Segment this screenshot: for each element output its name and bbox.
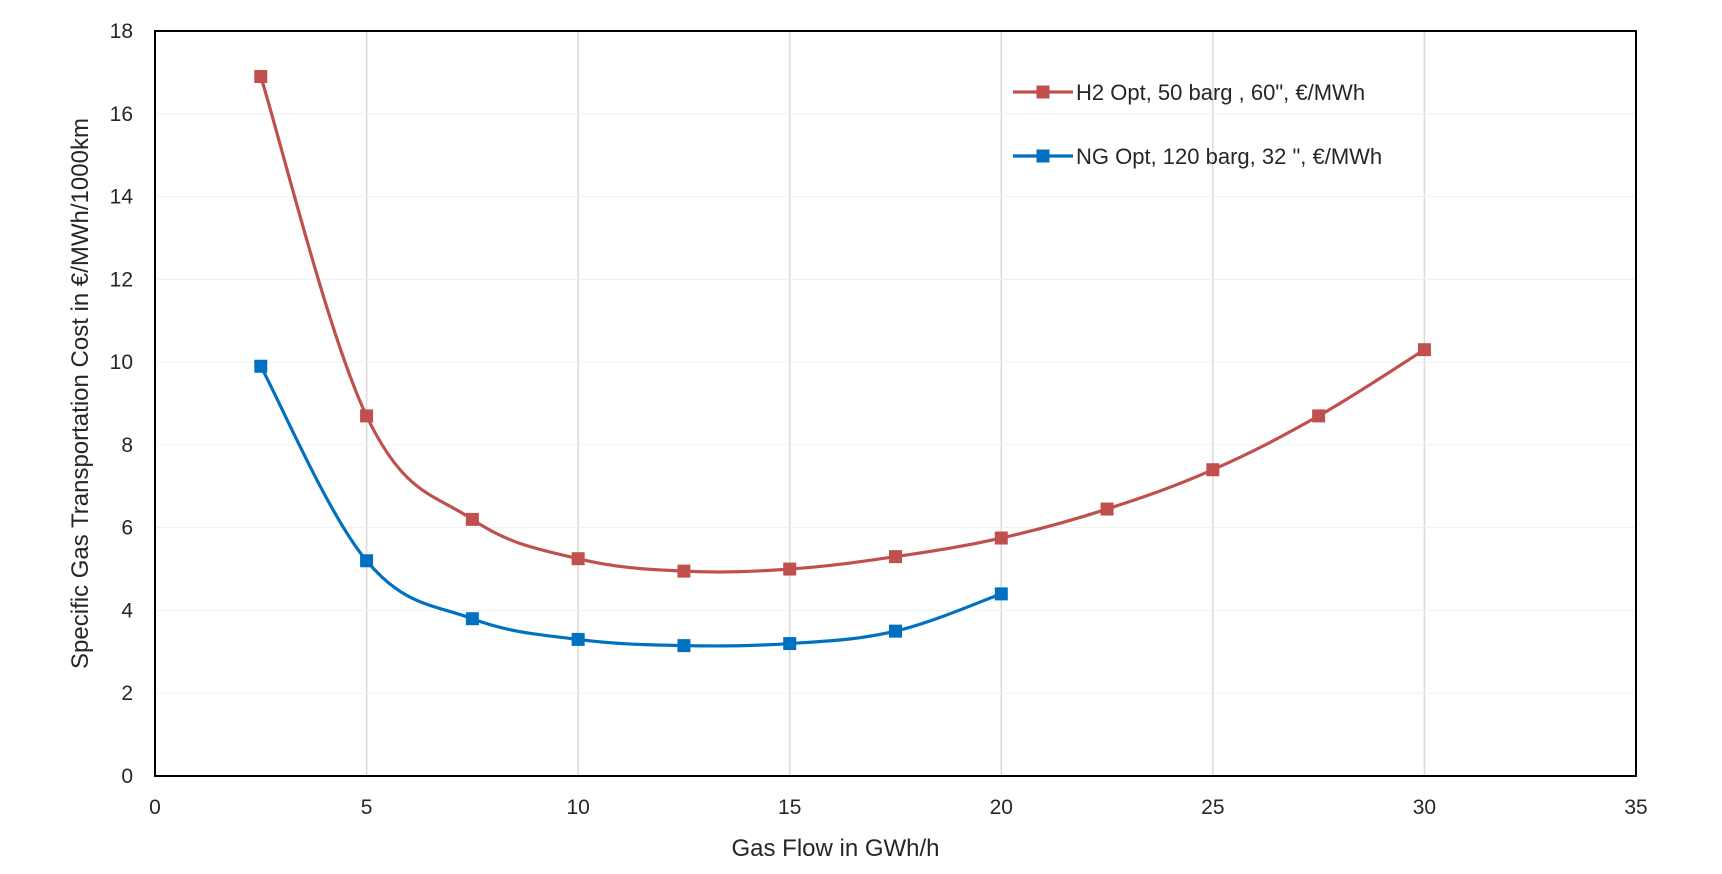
data-point-marker <box>1417 343 1431 357</box>
data-point-marker <box>360 554 374 568</box>
gridlines <box>155 31 1636 776</box>
data-point-marker <box>677 564 691 578</box>
y-tick-label: 12 <box>110 268 133 291</box>
x-tick-label: 25 <box>1201 796 1224 819</box>
data-point-marker <box>677 639 691 653</box>
x-tick-label: 20 <box>990 796 1013 819</box>
y-tick-label: 8 <box>121 434 133 457</box>
y-axis-tick-labels: 0 2 4 6 8 10 12 14 16 18 <box>110 20 134 788</box>
x-axis-tick-labels: 0 5 10 15 20 25 30 35 <box>149 796 1648 819</box>
x-tick-label: 5 <box>361 796 373 819</box>
data-point-marker <box>994 531 1008 545</box>
data-point-marker <box>571 552 585 566</box>
y-tick-label: 10 <box>110 351 133 374</box>
data-point-marker <box>1312 409 1326 423</box>
y-axis-title: Specific Gas Transportation Cost in €/MW… <box>67 118 94 669</box>
legend-marker <box>1036 149 1050 163</box>
x-tick-label: 30 <box>1413 796 1436 819</box>
data-point-marker <box>889 624 902 638</box>
x-tick-label: 10 <box>566 796 589 819</box>
legend-marker <box>1036 85 1050 99</box>
y-tick-label: 2 <box>121 682 133 705</box>
data-point-marker <box>465 612 479 626</box>
data-point-marker <box>1100 502 1114 516</box>
legend: H2 Opt, 50 barg , 60", €/MWh NG Opt, 120 … <box>1013 80 1382 169</box>
y-tick-label: 14 <box>110 186 134 209</box>
y-tick-label: 16 <box>110 103 133 126</box>
y-tick-label: 6 <box>121 517 133 540</box>
data-point-marker <box>1206 463 1220 477</box>
x-tick-label: 35 <box>1624 796 1647 819</box>
data-point-marker <box>254 70 268 84</box>
data-point-marker <box>254 359 268 373</box>
y-tick-label: 4 <box>121 599 133 622</box>
legend-label: H2 Opt, 50 barg , 60", €/MWh <box>1076 80 1365 105</box>
x-tick-label: 0 <box>149 796 161 819</box>
data-point-marker <box>783 562 797 576</box>
legend-label: NG Opt, 120 barg, 32 ", €/MWh <box>1076 144 1382 169</box>
data-point-marker <box>571 632 585 646</box>
data-point-marker <box>360 409 374 423</box>
data-point-marker <box>465 512 479 526</box>
x-axis-title: Gas Flow in GWh/h <box>731 835 939 862</box>
y-tick-label: 18 <box>110 20 133 43</box>
x-tick-label: 15 <box>778 796 801 819</box>
data-point-marker <box>889 550 902 564</box>
y-tick-label: 0 <box>121 765 133 788</box>
series-markers <box>254 70 1431 653</box>
data-point-marker <box>994 587 1008 601</box>
data-point-marker <box>783 637 797 651</box>
plot-area-border <box>154 30 1637 777</box>
